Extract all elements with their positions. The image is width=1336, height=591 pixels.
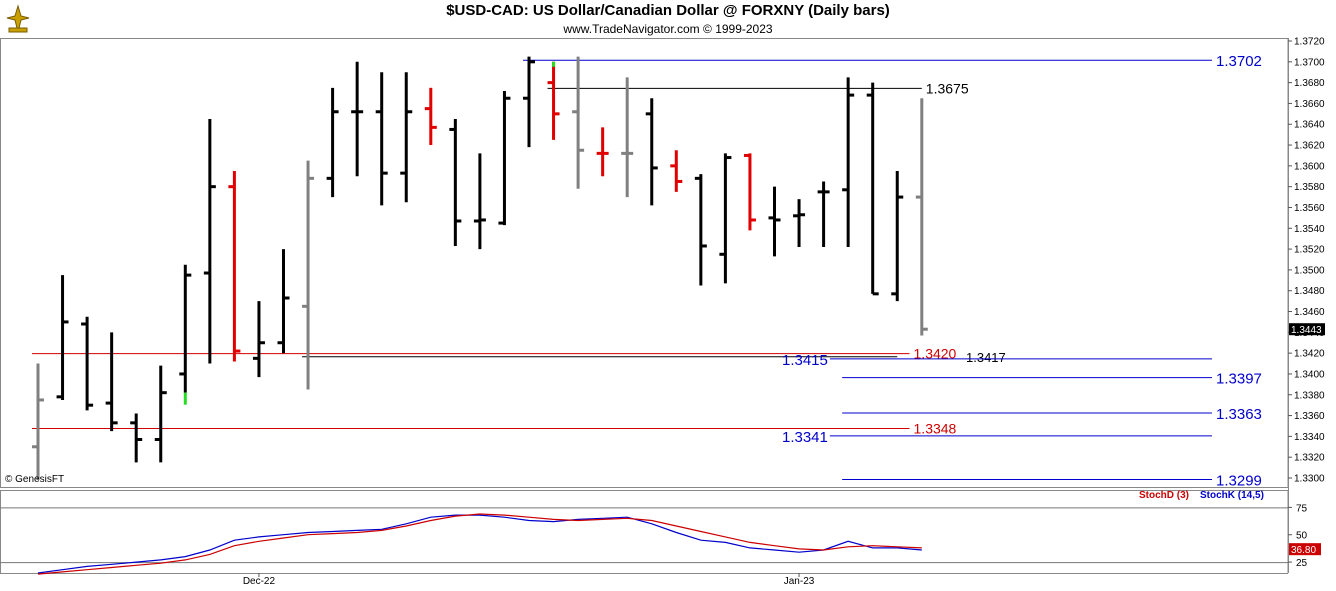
- price-tick-label: 1.3500: [1294, 265, 1325, 276]
- level-label: 1.3341: [782, 429, 828, 446]
- price-tick-label: 1.3660: [1294, 99, 1325, 110]
- price-tick-label: 1.3480: [1294, 286, 1325, 297]
- stochastic-panel: 75 50 25 StochD (3) StochK (14,5) 36.80: [0, 490, 1321, 575]
- price-tick-label: 1.3520: [1294, 245, 1325, 256]
- date-axis: Dec-22 Jan-23: [243, 573, 815, 587]
- price-axis: 1.3720 1.3700 1.3680 1.3660 1.3640 1.3620 1.36…: [1288, 37, 1325, 485]
- price-tick-label: 1.3540: [1294, 224, 1325, 235]
- level-label: 1.3348: [914, 421, 957, 437]
- date-label: Jan-23: [784, 576, 815, 587]
- level-label: 1.3675: [926, 80, 969, 96]
- price-tick-label: 1.3580: [1294, 182, 1325, 193]
- support-resistance-levels: 1.3702 1.3675 1.3420 1.3417 1.3415 1.3397 1.33…: [32, 53, 1262, 490]
- price-tick-label: 1.3680: [1294, 78, 1325, 89]
- stoch-line: [37, 513, 922, 575]
- level-label: 1.3363: [1216, 406, 1262, 423]
- axis-background: [1288, 38, 1336, 585]
- credit-text: © GenesisFT: [5, 474, 65, 485]
- last-price-label: 1.3443: [1291, 325, 1322, 336]
- date-label: Dec-22: [243, 576, 276, 587]
- stoch-line: [37, 514, 922, 574]
- last-price-box: [1289, 323, 1325, 336]
- price-tick-label: 1.3620: [1294, 141, 1325, 152]
- stoch-last-box: [1289, 543, 1321, 556]
- genesis-logo-icon: [3, 4, 33, 39]
- price-panel-frame: [0, 38, 1289, 488]
- price-tick-label: 1.3360: [1294, 411, 1325, 422]
- price-tick-label: 1.3560: [1294, 203, 1325, 214]
- level-label: 1.3397: [1216, 371, 1262, 388]
- price-tick-label: 1.3340: [1294, 432, 1325, 443]
- level-label: 1.3702: [1216, 53, 1262, 70]
- chart-frames: [0, 38, 1336, 585]
- price-tick-label: 1.3600: [1294, 161, 1325, 172]
- stoch-tick-label: 75: [1296, 503, 1308, 514]
- stoch-tick-label: 25: [1296, 558, 1308, 569]
- stochk-legend: StochK (14,5): [1200, 490, 1264, 501]
- price-tick-label: 1.3640: [1294, 120, 1325, 131]
- level-label: 1.3299: [1216, 473, 1262, 490]
- price-tick-label: 1.3400: [1294, 369, 1325, 380]
- level-label: 1.3420: [914, 346, 957, 362]
- stoch-tick-label: 50: [1296, 531, 1308, 542]
- level-label: 1.3415: [782, 352, 828, 369]
- price-tick-label: 1.3720: [1294, 37, 1325, 48]
- stoch-last-value: 36.80: [1291, 545, 1316, 556]
- price-tick-label: 1.3300: [1294, 474, 1325, 485]
- price-bars: [32, 56, 928, 481]
- chart-subtitle: www.TradeNavigator.com © 1999-2023: [563, 22, 773, 36]
- level-label: 1.3417: [966, 350, 1006, 365]
- price-tick-label: 1.3380: [1294, 390, 1325, 401]
- price-tick-label: 1.3320: [1294, 453, 1325, 464]
- price-tick-label: 1.3700: [1294, 57, 1325, 68]
- stochd-legend: StochD (3): [1139, 490, 1189, 501]
- stochastic-panel-frame: [0, 490, 1289, 574]
- price-tick-label: 1.3460: [1294, 307, 1325, 318]
- chart-title: $USD-CAD: US Dollar/Canadian Dollar @ FO…: [446, 2, 890, 19]
- price-tick-label: 1.3420: [1294, 349, 1325, 360]
